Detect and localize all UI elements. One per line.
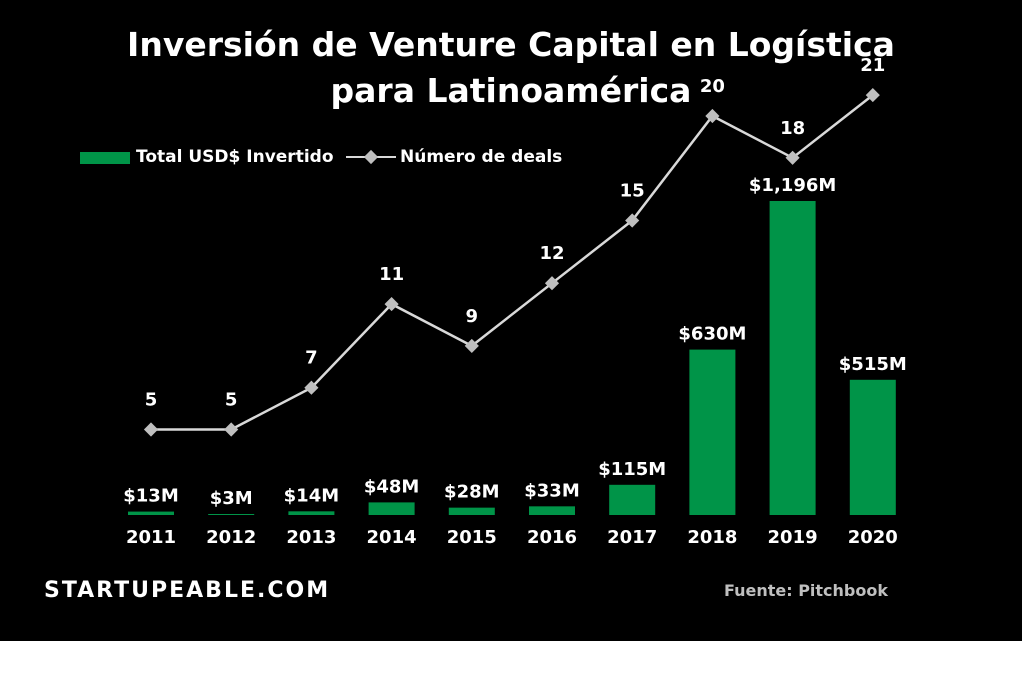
bar-label-2013: $14M bbox=[284, 485, 340, 506]
x-tick-2014: 2014 bbox=[367, 527, 417, 548]
x-tick-2012: 2012 bbox=[206, 527, 256, 548]
deals-label-2018: 20 bbox=[700, 76, 725, 97]
bar-label-2014: $48M bbox=[364, 476, 420, 497]
deals-marker-2018 bbox=[705, 108, 720, 124]
bar-2013 bbox=[288, 511, 335, 515]
deals-label-2020: 21 bbox=[860, 55, 885, 76]
bar-2019 bbox=[769, 201, 816, 515]
x-tick-2015: 2015 bbox=[447, 527, 497, 548]
chart-title-line-1: Inversión de Venture Capital en Logístic… bbox=[127, 25, 895, 64]
chart-title-line-2: para Latinoamérica bbox=[330, 71, 692, 110]
bar-label-2011: $13M bbox=[123, 486, 179, 507]
legend-bar-swatch bbox=[80, 152, 130, 164]
bar-label-2018: $630M bbox=[678, 324, 746, 345]
x-tick-2016: 2016 bbox=[527, 527, 577, 548]
brand-watermark: STARTUPEABLE.COM bbox=[44, 578, 331, 603]
x-tick-2019: 2019 bbox=[768, 527, 818, 548]
deals-label-2019: 18 bbox=[780, 118, 805, 139]
chart-plot: $13M $3M $14M $48M $28M $33M $115M $630M $1,196M… bbox=[123, 55, 907, 548]
x-tick-2018: 2018 bbox=[687, 527, 737, 548]
chart-title: Inversión de Venture Capital en Logístic… bbox=[0, 22, 1022, 114]
deals-marker-2014 bbox=[384, 297, 399, 312]
legend-label-investment: Total USD$ Invertido bbox=[136, 147, 334, 167]
chart-panel: Inversión de Venture Capital en Logístic… bbox=[0, 0, 1022, 641]
bar-2011 bbox=[128, 511, 174, 515]
deals-marker-2013 bbox=[304, 380, 319, 395]
deals-label-2014: 11 bbox=[379, 264, 404, 285]
bar-label-2017: $115M bbox=[598, 459, 666, 480]
deals-label-2012: 5 bbox=[225, 390, 238, 411]
deals-label-2016: 12 bbox=[539, 243, 564, 264]
legend-label-deals: Número de deals bbox=[400, 147, 563, 167]
bar-label-2015: $28M bbox=[444, 482, 500, 503]
bar-2012 bbox=[208, 514, 255, 515]
deals-marker-2015 bbox=[464, 338, 479, 353]
x-tick-2013: 2013 bbox=[286, 527, 336, 548]
bar-label-2012: $3M bbox=[210, 488, 253, 509]
source-note: Fuente: Pitchbook bbox=[723, 581, 888, 600]
bar-2017 bbox=[609, 484, 656, 515]
bar-2020 bbox=[849, 379, 896, 515]
bar-label-2020: $515M bbox=[839, 354, 907, 375]
bar-2018 bbox=[689, 349, 736, 515]
bar-label-2016: $33M bbox=[524, 480, 580, 501]
bar-2014 bbox=[368, 502, 415, 515]
deals-marker-2017 bbox=[625, 213, 640, 228]
deals-label-2011: 5 bbox=[145, 390, 158, 411]
bar-2015 bbox=[448, 507, 495, 515]
deals-marker-2016 bbox=[544, 276, 560, 291]
x-tick-2011: 2011 bbox=[126, 527, 176, 548]
deals-marker-2012 bbox=[224, 422, 239, 437]
deals-marker-2019 bbox=[785, 150, 800, 165]
deals-marker-2011 bbox=[143, 422, 159, 437]
bar-2016 bbox=[529, 506, 575, 515]
legend-line-swatch bbox=[346, 149, 396, 165]
deals-marker-2020 bbox=[865, 88, 880, 103]
deals-line bbox=[151, 94, 874, 431]
x-tick-2017: 2017 bbox=[607, 527, 657, 548]
bar-label-2019: $1,196M bbox=[749, 175, 836, 196]
deals-label-2013: 7 bbox=[305, 348, 318, 369]
deals-label-2017: 15 bbox=[620, 181, 645, 202]
x-tick-2020: 2020 bbox=[848, 527, 898, 548]
deals-label-2015: 9 bbox=[466, 306, 479, 327]
